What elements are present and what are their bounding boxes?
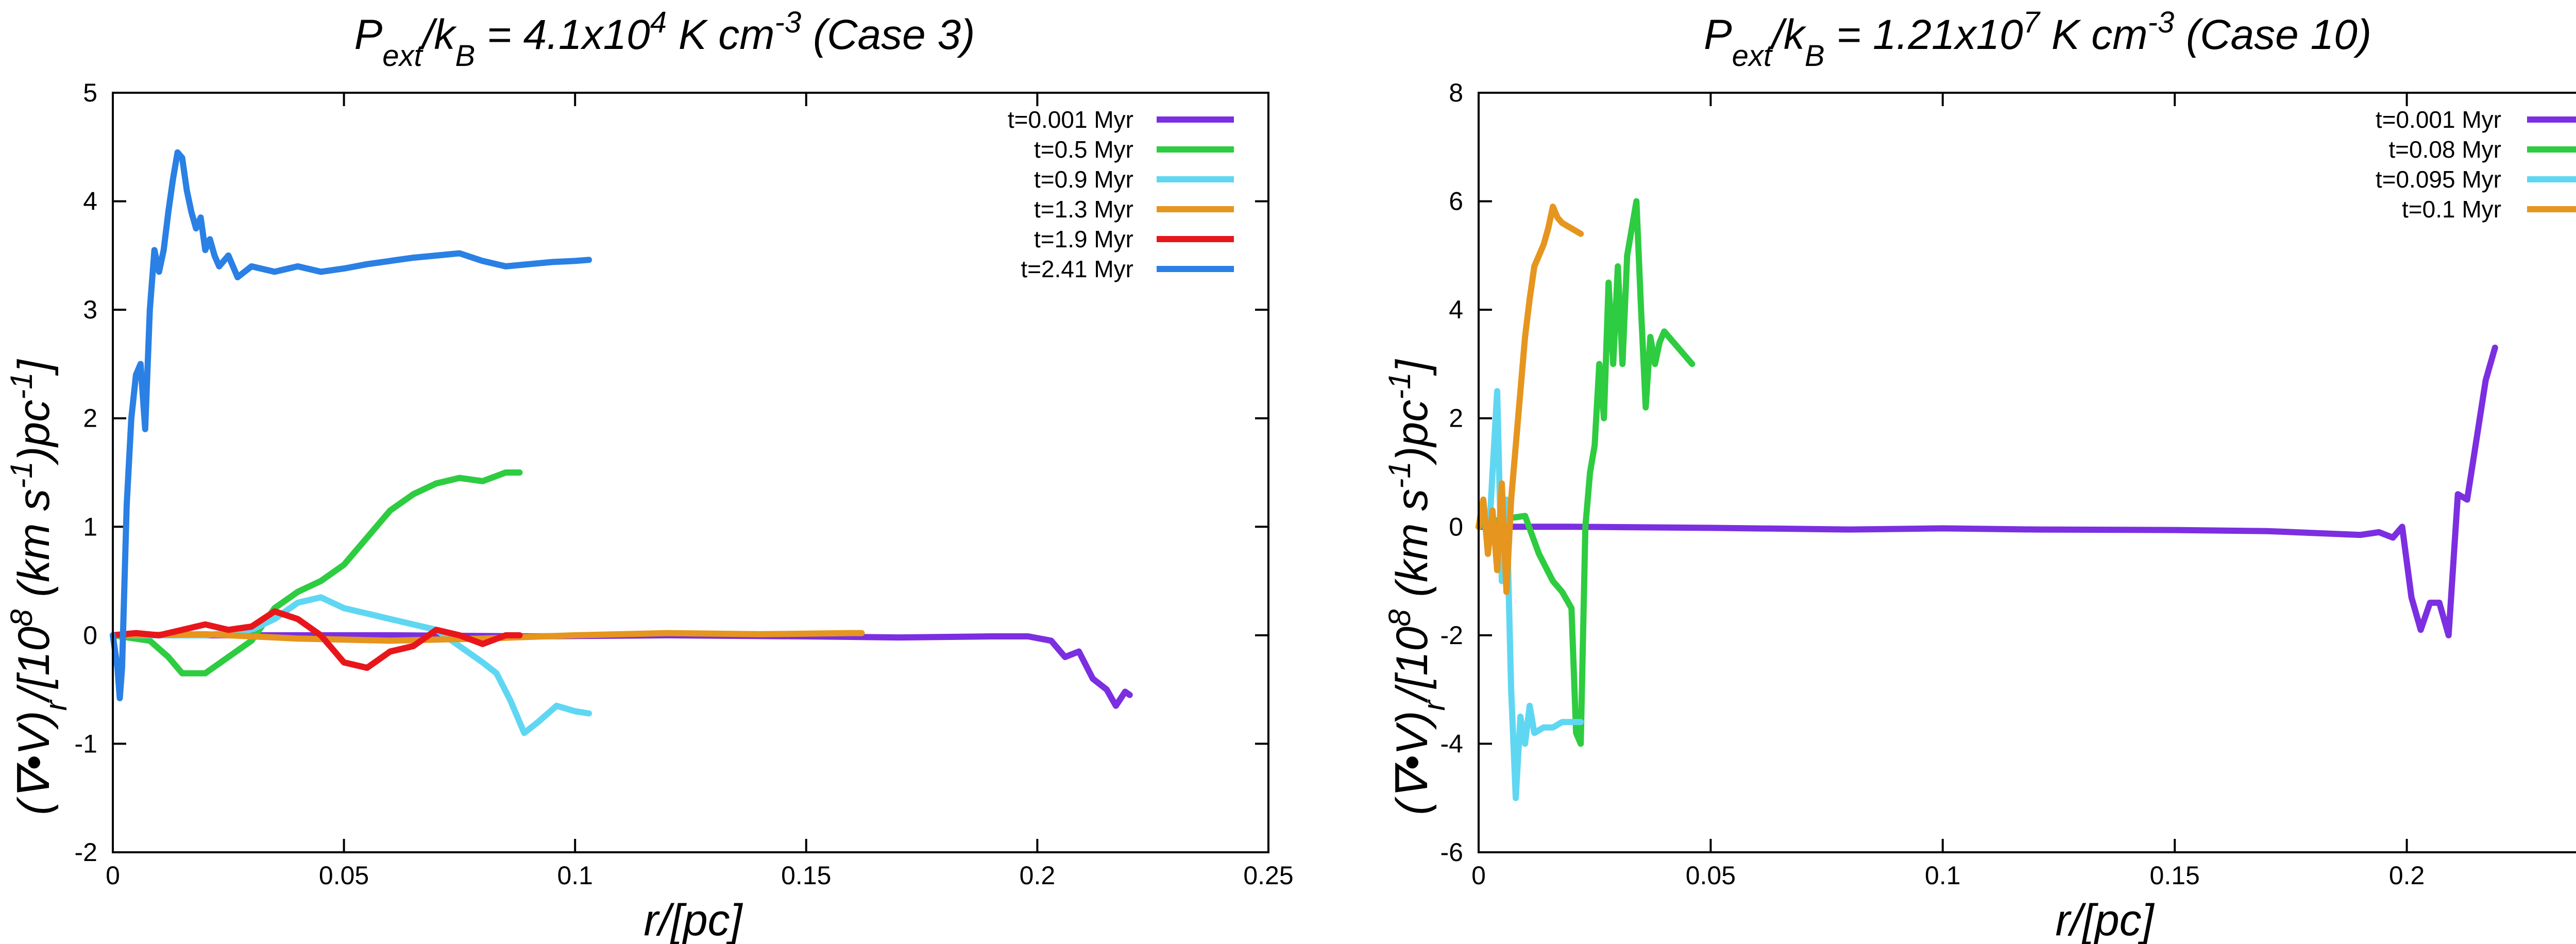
legend-label: t=1.3 Myr [1034, 196, 1133, 223]
chart-case-10: Pext/kB = 1.21x107 K cm-3 (Case 10) (∇•V… [1382, 6, 2576, 944]
axes: 0 0.05 0.1 0.15 0.2 0.25 -2 -1 0 1 2 3 4 5 [75, 78, 1294, 890]
y-tick-label: 0 [83, 621, 97, 650]
series-line [110, 594, 592, 736]
x-tick-label: 0.25 [1243, 861, 1293, 890]
legend-label: t=0.08 Myr [2388, 136, 2501, 163]
legend: t=0.001 Myr t=0.5 Myr t=0.9 Myr t=1.3 Myr t=… [1008, 106, 1234, 282]
y-tick-label: 8 [1449, 78, 1463, 107]
legend-label: t=0.001 Myr [1008, 106, 1133, 133]
plot-frame [112, 92, 1269, 853]
y-tick-label: 6 [1449, 187, 1463, 216]
y-tick-label: 2 [83, 404, 97, 433]
series-line [1476, 388, 1584, 801]
y-tick-label: -1 [75, 729, 97, 758]
y-tick-label: 1 [83, 512, 97, 541]
series-line [110, 608, 523, 671]
x-tick-label: 0 [1471, 861, 1486, 890]
y-tick-label: -6 [1440, 838, 1463, 867]
y-tick-label: 3 [83, 295, 97, 324]
x-tick-label: 0.15 [2150, 861, 2200, 890]
series-line [110, 630, 865, 644]
series-line [110, 149, 592, 701]
series-group [1476, 198, 2498, 801]
y-tick-label: 4 [1449, 295, 1463, 324]
y-tick-label: 2 [1449, 404, 1463, 433]
legend-label: t=0.001 Myr [2376, 106, 2501, 133]
y-axis-label: (∇•V)r/[108 (km s-1)pc-1] [4, 359, 73, 815]
x-tick-label: 0.1 [1925, 861, 1961, 890]
series-line [110, 469, 523, 677]
x-tick-label: 0.2 [2389, 861, 2425, 890]
series-line [1476, 344, 2498, 638]
chart-title: Pext/kB = 4.1x104 K cm-3 (Case 3) [354, 6, 975, 73]
legend-label: t=0.9 Myr [1034, 166, 1133, 193]
legend: t=0.001 Myr t=0.08 Myr t=0.095 Myr t=0.1 My… [2376, 106, 2576, 223]
x-tick-label: 0.2 [1020, 861, 1056, 890]
x-tick-label: 0 [106, 861, 120, 890]
x-axis-label: r/[pc] [643, 896, 743, 944]
x-tick-label: 0.05 [319, 861, 369, 890]
legend-label: t=0.095 Myr [2376, 166, 2501, 193]
series-group [110, 149, 1133, 736]
legend-label: t=2.41 Myr [1021, 256, 1133, 282]
x-tick-label: 0.1 [557, 861, 593, 890]
x-axis-label: r/[pc] [2055, 896, 2155, 944]
legend-label: t=0.1 Myr [2402, 196, 2501, 223]
y-axis-label: (∇•V)r/[108 (km s-1)pc-1] [1382, 359, 1451, 815]
x-tick-label: 0.15 [781, 861, 831, 890]
y-tick-label: -4 [1440, 729, 1463, 758]
legend-label: t=0.5 Myr [1034, 136, 1133, 163]
chart-case-3: Pext/kB = 4.1x104 K cm-3 (Case 3) (∇•V)r… [4, 6, 1294, 944]
y-tick-label: 4 [83, 187, 97, 216]
y-tick-label: -2 [75, 838, 97, 867]
legend-label: t=1.9 Myr [1034, 226, 1133, 252]
plot-frame [1478, 92, 2576, 853]
y-tick-label: -2 [1440, 621, 1463, 650]
series-line [1476, 204, 1584, 595]
series-line [1476, 198, 1696, 747]
chart-title: Pext/kB = 1.21x107 K cm-3 (Case 10) [1704, 6, 2371, 73]
x-tick-label: 0.05 [1686, 861, 1736, 890]
y-tick-label: 5 [83, 78, 97, 107]
y-tick-label: 0 [1449, 512, 1463, 541]
